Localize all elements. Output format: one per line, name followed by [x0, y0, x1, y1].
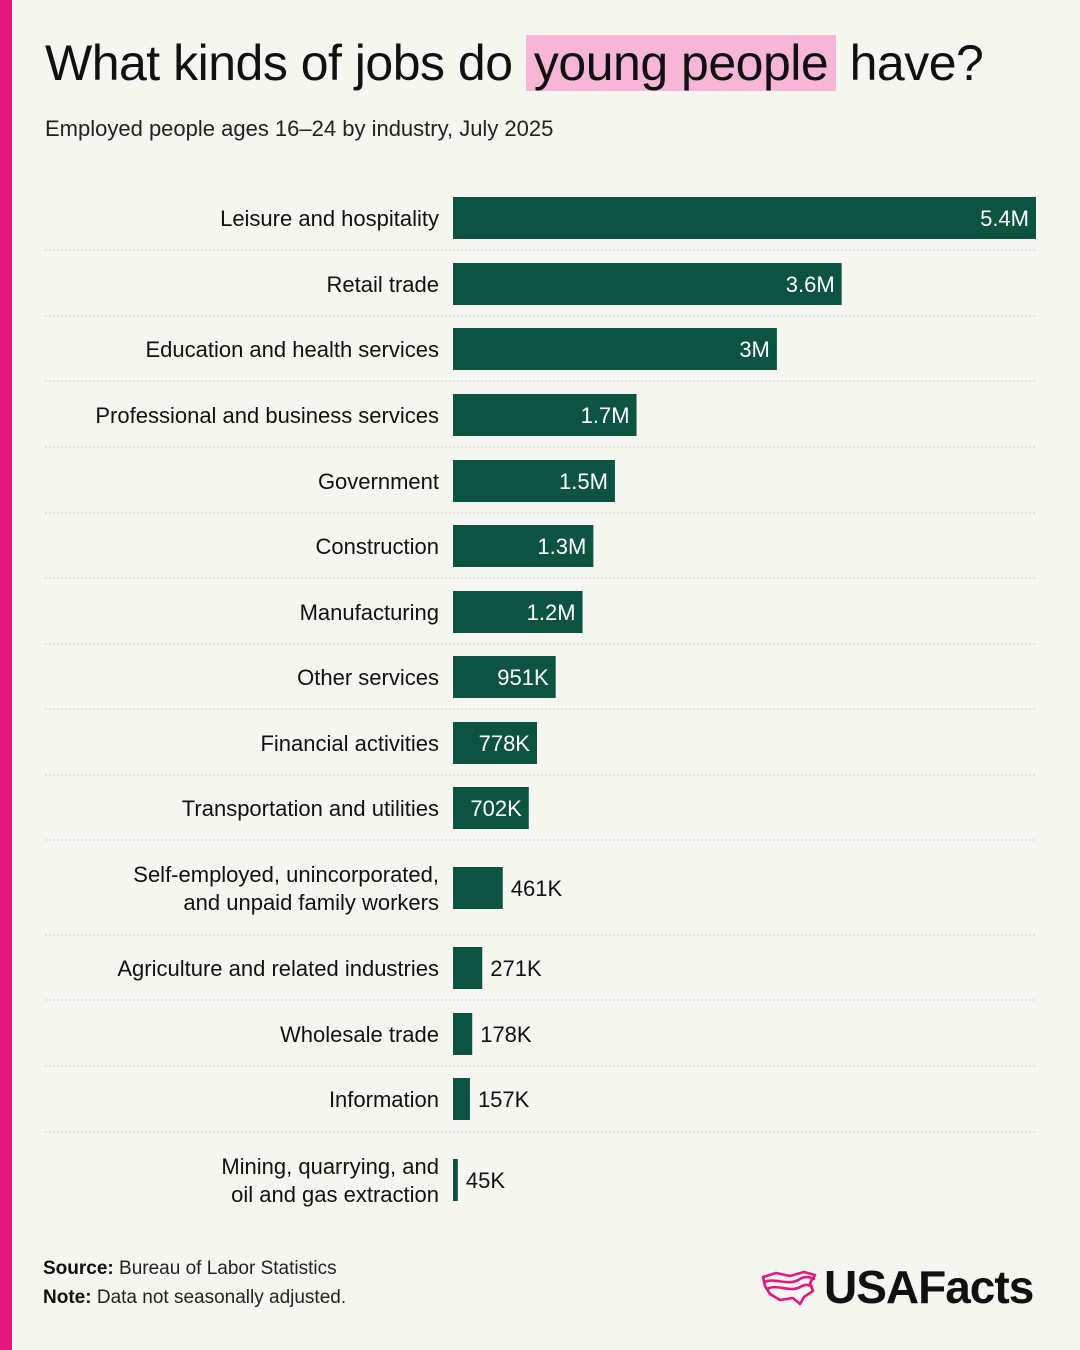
value-label: 3.6M [786, 272, 835, 297]
bar [453, 722, 537, 764]
category-label: Wholesale trade [280, 1022, 439, 1047]
value-label: 702K [470, 796, 522, 821]
bar [453, 787, 529, 829]
bar [453, 867, 503, 909]
category-label: Construction [315, 534, 439, 559]
source-text: Bureau of Labor Statistics [119, 1258, 337, 1279]
value-label: 461K [511, 876, 563, 901]
category-label: Leisure and hospitality [220, 206, 439, 231]
bar [453, 328, 777, 370]
category-label: Transportation and utilities [182, 796, 439, 821]
note-line: Note: Data not seasonally adjusted. [43, 1287, 346, 1309]
bar [453, 1159, 458, 1201]
category-label: Other services [297, 665, 439, 690]
value-label: 157K [478, 1087, 530, 1112]
value-label: 271K [490, 956, 542, 981]
usafacts-logo[interactable]: USAFacts [760, 1260, 1034, 1314]
category-label: Government [318, 469, 439, 494]
bar [453, 1078, 470, 1120]
category-label: Mining, quarrying, and oil and gas extrac… [221, 1154, 439, 1207]
usa-flag-map-icon [761, 1270, 817, 1306]
bar [453, 460, 615, 502]
category-label: Professional and business services [95, 403, 439, 428]
note-text: Data not seasonally adjusted. [96, 1287, 347, 1308]
title-highlight: young people [525, 35, 837, 91]
category-label: Retail trade [326, 272, 439, 297]
bar [453, 394, 637, 436]
value-label: 5.4M [980, 206, 1029, 231]
value-label: 3M [739, 337, 770, 362]
value-label: 1.2M [527, 600, 576, 625]
title-after: have? [836, 35, 984, 91]
bar [453, 591, 583, 633]
value-label: 1.7M [581, 403, 630, 428]
value-label: 951K [497, 665, 549, 690]
value-label: 778K [479, 731, 531, 756]
category-label: Education and health services [145, 337, 439, 362]
category-label: Self-employed, unincorporated, and unpaid… [133, 862, 439, 915]
note-label: Note: [43, 1287, 92, 1308]
logo-text: USAFacts [824, 1261, 1034, 1313]
chart-title: What kinds of jobs do young people have? [45, 28, 984, 98]
chart-subtitle: Employed people ages 16–24 by industry, … [45, 116, 554, 141]
category-label: Manufacturing [300, 600, 439, 625]
source-line: Source: Bureau of Labor Statistics [43, 1258, 337, 1280]
source-label: Source: [43, 1258, 114, 1279]
bar [453, 525, 594, 567]
category-label: Financial activities [260, 731, 439, 756]
value-label: 45K [466, 1168, 505, 1193]
bar-chart: Leisure and hospitality 5.4M Retail trade 3… [45, 197, 1036, 1207]
bar [453, 947, 483, 989]
accent-bar [0, 0, 12, 1350]
bar [453, 1013, 473, 1055]
value-label: 1.5M [559, 469, 608, 494]
title-before: What kinds of jobs do [45, 35, 526, 91]
bar [453, 197, 1036, 239]
category-label: Agriculture and related industries [117, 956, 439, 981]
value-label: 178K [480, 1022, 532, 1047]
value-label: 1.3M [537, 534, 586, 559]
bar [453, 263, 842, 305]
bar [453, 656, 556, 698]
category-label: Information [329, 1087, 439, 1112]
